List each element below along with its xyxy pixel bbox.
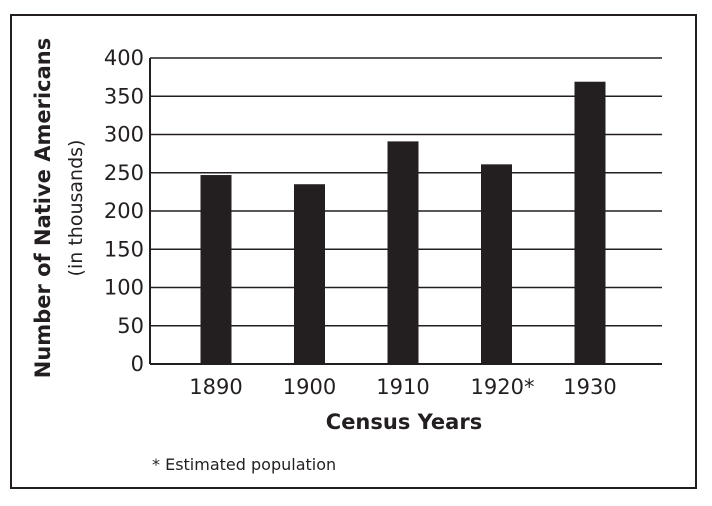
y-tick-label: 200 [104,199,144,223]
y-tick-label: 350 [104,84,144,108]
x-axis-title: Census Years [326,410,482,434]
x-tick-label: 1920* [471,375,535,399]
axes [149,58,662,365]
y-tick-label: 100 [104,276,144,300]
chart-frame [10,14,697,489]
x-tick-labels: 1890 1900 1910 1920* 1930 [189,375,616,399]
bar-1930 [574,81,606,364]
y-axis-title: Number of Native Americans [31,38,55,378]
bars [200,81,606,364]
y-axis-subtitle: (in thousands) [65,140,87,277]
y-tick-label: 0 [131,352,144,376]
y-tick-label: 250 [104,161,144,185]
x-tick-label: 1890 [189,375,242,399]
footnote: * Estimated population [152,455,336,474]
bar-1920 [481,164,512,364]
bar-1890 [200,175,232,364]
bar-1900 [294,184,325,364]
y-tick-label: 150 [104,237,144,261]
x-tick-label: 1910 [376,375,429,399]
x-tick-label: 1930 [563,375,616,399]
y-tick-label: 400 [104,46,144,70]
y-tick-labels: 0 50 100 150 200 250 300 350 400 [104,46,144,376]
bar-1910 [387,141,419,364]
y-tick-label: 300 [104,123,144,147]
y-tick-label: 50 [117,314,144,338]
x-tick-label: 1900 [283,375,336,399]
